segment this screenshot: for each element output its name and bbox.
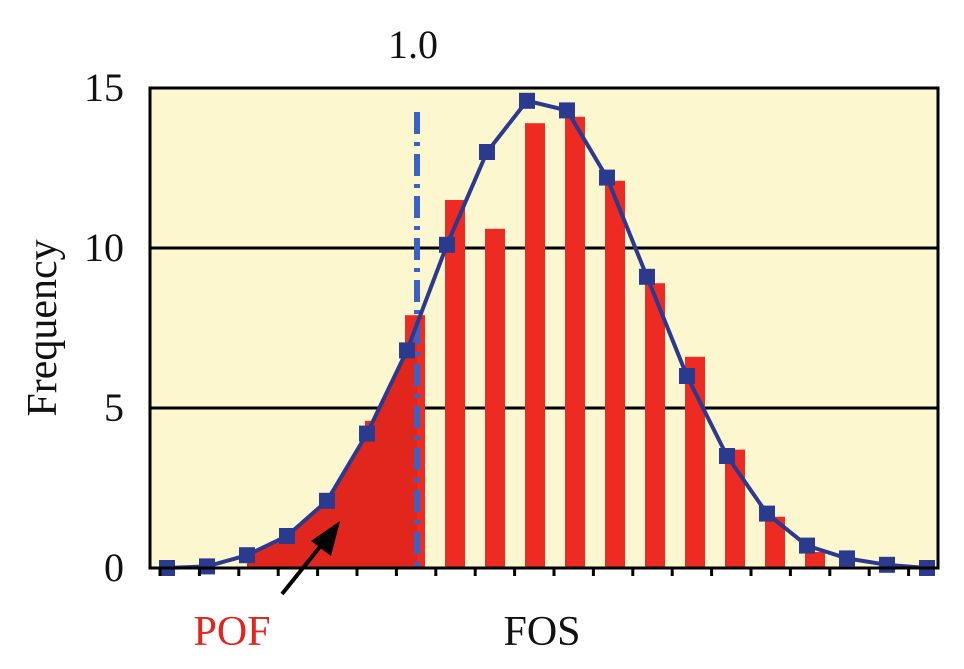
y-tick-label-15: 15 [84, 65, 124, 110]
x-ticks [158, 568, 911, 576]
bar-15 [765, 516, 785, 568]
curve-marker-17 [839, 550, 855, 567]
bar-12 [645, 283, 665, 568]
y-tick-labels: 0 5 10 15 [84, 65, 124, 590]
curve-marker-3 [279, 528, 295, 544]
curve-marker-9 [519, 92, 535, 109]
curve-marker-7 [439, 236, 455, 253]
curve-marker-14 [719, 448, 735, 464]
bar-8 [485, 228, 505, 569]
y-axis-label: Frequency [20, 239, 66, 416]
curve-marker-12 [639, 268, 655, 285]
curve-marker-13 [679, 368, 695, 384]
y-tick-label-0: 0 [104, 545, 124, 590]
curve-marker-2 [239, 547, 255, 564]
curve-marker-16 [799, 537, 815, 554]
y-tick-label-10: 10 [84, 225, 124, 270]
bar-13 [685, 356, 705, 568]
bar-16 [805, 552, 825, 568]
curve-marker-10 [559, 102, 575, 119]
curve-marker-6 [399, 342, 415, 359]
bar-7 [445, 200, 465, 568]
bar-9 [525, 123, 545, 568]
curve-marker-18 [879, 556, 895, 573]
bar-14 [725, 449, 745, 568]
pof-label: POF [193, 609, 270, 655]
curve-marker-5 [359, 425, 375, 442]
bar-11 [605, 180, 625, 569]
pof-area [247, 324, 417, 568]
threshold-label: 1.0 [388, 22, 438, 67]
curve-marker-11 [599, 169, 615, 186]
curve-marker-4 [319, 492, 335, 509]
plot-border [148, 86, 940, 570]
curve-marker-8 [479, 144, 495, 160]
y-tick-label-5: 5 [104, 385, 124, 430]
curve-marker-15 [759, 505, 775, 522]
pof-arrow [280, 521, 340, 596]
x-axis-label: FOS [503, 609, 580, 655]
bar-10 [565, 116, 585, 569]
curve-marker-1 [199, 558, 215, 575]
